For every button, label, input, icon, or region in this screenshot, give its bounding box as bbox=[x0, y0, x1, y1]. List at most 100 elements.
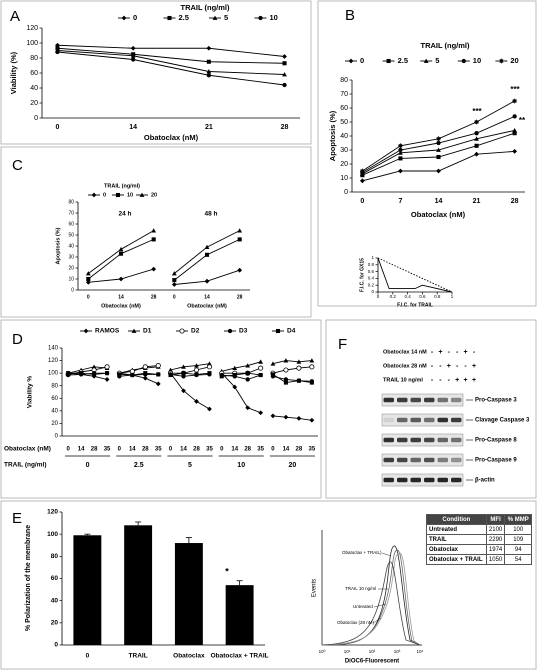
data-point bbox=[151, 266, 157, 272]
treatment-sign: - bbox=[431, 377, 434, 384]
legend-marker bbox=[461, 58, 466, 64]
x-tick-label: 21 bbox=[205, 124, 213, 131]
legend-marker bbox=[258, 15, 263, 21]
legend-marker bbox=[131, 328, 137, 333]
data-point bbox=[283, 380, 288, 385]
x-tick-label: 14 bbox=[283, 447, 290, 453]
blot-band bbox=[410, 457, 421, 463]
group-label: 2.5 bbox=[134, 462, 144, 469]
data-point bbox=[309, 417, 315, 423]
blot-strip bbox=[381, 393, 464, 407]
data-point bbox=[258, 410, 264, 416]
data-point bbox=[204, 244, 210, 250]
curve-label: Obatoclax + TRAIL) bbox=[342, 550, 382, 555]
data-point bbox=[237, 237, 242, 242]
blot-band bbox=[451, 397, 462, 403]
curve-label: TRAIL 10 ng/ml bbox=[345, 586, 376, 591]
blot-band bbox=[410, 417, 421, 423]
legend-label: D2 bbox=[191, 328, 200, 335]
flow-tick-label: 10⁴ bbox=[417, 649, 424, 654]
blot-band bbox=[451, 457, 462, 463]
table-row: Obatoclax 1974 94 bbox=[426, 544, 532, 555]
data-point bbox=[66, 371, 71, 376]
bar bbox=[124, 525, 153, 645]
data-point bbox=[232, 384, 238, 390]
data-point bbox=[283, 367, 289, 373]
data-point bbox=[207, 361, 212, 366]
data-point bbox=[194, 399, 199, 404]
legend-label: D4 bbox=[287, 328, 296, 335]
data-point bbox=[398, 156, 403, 161]
data-point bbox=[283, 358, 289, 363]
x-tick-label: 14 bbox=[118, 294, 124, 300]
panel-label: E bbox=[12, 510, 22, 527]
data-point bbox=[130, 53, 136, 58]
data-point bbox=[130, 372, 135, 378]
x-tick-label: 28 bbox=[511, 198, 519, 205]
data-point bbox=[155, 381, 161, 387]
data-point bbox=[283, 414, 289, 420]
legend-label: 0 bbox=[360, 56, 364, 65]
blot-band bbox=[383, 477, 394, 483]
flow-tick-label: 10⁰ bbox=[319, 649, 326, 654]
y-tick-label: 80 bbox=[51, 553, 59, 560]
legend-title: TRAIL (ng/ml) bbox=[420, 41, 470, 50]
data-point bbox=[258, 359, 264, 364]
legend-label: 20 bbox=[151, 192, 157, 198]
series-line bbox=[362, 100, 515, 172]
x-tick-label: 0 bbox=[87, 294, 90, 300]
x-tick-label: 0.6 bbox=[419, 294, 426, 299]
treatment-label: Obatoclax 14 nM bbox=[383, 349, 427, 355]
x-tick-label: TRAIL bbox=[129, 653, 148, 660]
data-point bbox=[296, 378, 301, 383]
data-point bbox=[142, 375, 148, 381]
y-tick-label: 50 bbox=[340, 119, 348, 126]
bar bbox=[174, 543, 203, 645]
panel-label: D bbox=[12, 331, 23, 348]
legend-marker bbox=[139, 192, 145, 197]
y-tick-label: 60 bbox=[68, 221, 74, 227]
series-line bbox=[174, 230, 240, 274]
y-tick-label: 20 bbox=[30, 100, 38, 107]
treatment-sign: + bbox=[472, 377, 476, 384]
annotation: ** bbox=[519, 116, 526, 125]
band-label: Clavage Caspase 3 bbox=[475, 418, 530, 424]
x-axis-label: Obatoclax (nM) bbox=[144, 133, 199, 142]
data-point bbox=[232, 372, 237, 378]
data-point bbox=[436, 168, 441, 174]
data-point bbox=[232, 365, 238, 371]
annotation: *** bbox=[472, 107, 482, 116]
data-point bbox=[151, 228, 157, 233]
treatment-sign: + bbox=[464, 349, 468, 356]
treatment-sign: - bbox=[464, 363, 467, 370]
series-line bbox=[221, 361, 261, 372]
y-tick-label: 0 bbox=[71, 287, 74, 293]
x-tick-label: 0.4 bbox=[404, 294, 411, 299]
data-point bbox=[474, 143, 479, 148]
x-tick-label: 0 bbox=[377, 294, 380, 299]
blot-band bbox=[437, 437, 448, 443]
header-cell: MFI bbox=[485, 514, 506, 525]
x-tick-label: 14 bbox=[129, 447, 136, 453]
frame-c bbox=[0, 146, 312, 318]
data-point bbox=[474, 151, 479, 157]
group-label: 48 h bbox=[204, 211, 217, 218]
data-point bbox=[474, 136, 479, 141]
table-row: Untreated 2100 100 bbox=[426, 524, 532, 535]
y-tick-label: 1 bbox=[371, 255, 374, 260]
blot-band bbox=[397, 397, 408, 403]
x-tick-label: 14 bbox=[231, 447, 238, 453]
series-line bbox=[377, 257, 453, 293]
x-tick-label: 28 bbox=[151, 294, 157, 300]
data-point bbox=[474, 119, 479, 125]
x-tick-label: 14 bbox=[204, 294, 210, 300]
data-point bbox=[142, 364, 148, 370]
legend-marker bbox=[167, 15, 172, 21]
data-point bbox=[194, 363, 199, 368]
leader-line bbox=[373, 603, 387, 608]
panel-label: F bbox=[338, 336, 347, 353]
legend-label: 0 bbox=[133, 13, 137, 22]
y-tick-label: 0.4 bbox=[368, 276, 375, 281]
